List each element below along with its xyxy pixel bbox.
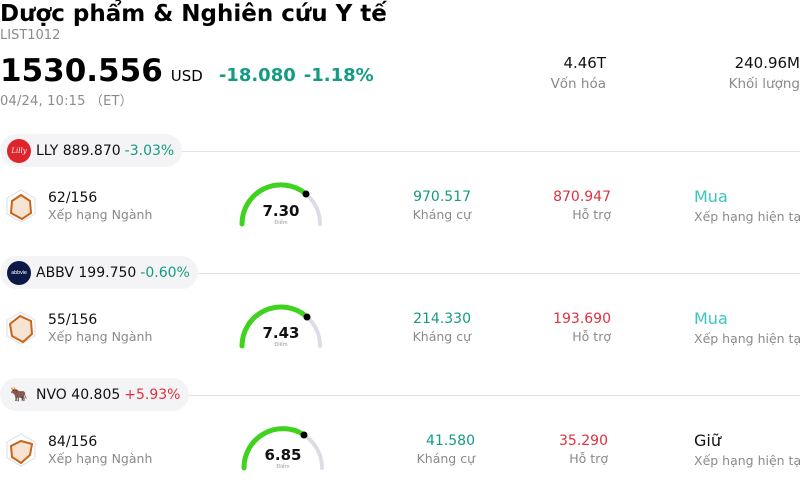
section-divider bbox=[187, 395, 800, 396]
volume-value: 240.96M bbox=[734, 54, 800, 72]
rating-label: Xếp hạng hiện tại bbox=[694, 453, 800, 468]
rating-label: Xếp hạng hiện tại bbox=[694, 331, 800, 346]
score-label: Điểm bbox=[274, 220, 288, 226]
stock-symbol: NVO bbox=[36, 386, 67, 403]
market-cap-label: Vốn hóa bbox=[550, 76, 606, 92]
industry-rank: 84/156 Xếp hạng Ngành bbox=[48, 433, 152, 467]
stock-change-pct: -0.60% bbox=[140, 264, 190, 281]
stock-change-pct: -3.03% bbox=[124, 142, 175, 159]
timestamp: 04/24, 10:15 （ET） bbox=[0, 94, 133, 109]
gauge-arc-icon bbox=[239, 304, 322, 349]
support-label: Hỗ trợ bbox=[572, 207, 611, 222]
rating-value: Mua bbox=[694, 309, 728, 328]
rating-value: Giữ bbox=[694, 431, 721, 450]
support: 193.690 Hỗ trợ bbox=[553, 310, 611, 346]
score-label: Điểm bbox=[274, 342, 288, 348]
resistance-label: Kháng cự bbox=[412, 207, 471, 222]
score-value: 7.30 bbox=[262, 202, 300, 220]
industry-rank-label: Xếp hạng Ngành bbox=[48, 329, 153, 344]
resistance-value: 41.580 bbox=[426, 433, 475, 449]
support-value: 870.947 bbox=[553, 189, 611, 205]
stock-chip-abbv[interactable]: abbvie ABBV 199.750 -0.60% bbox=[0, 256, 198, 289]
lilly-logo-icon: Lilly bbox=[7, 138, 31, 163]
score-gauge: 6.85 Điểm bbox=[238, 424, 328, 474]
novo-bull-logo-icon: 🐂 bbox=[10, 386, 28, 403]
score-value: 6.85 bbox=[264, 446, 302, 464]
currency: USD bbox=[170, 67, 203, 85]
score-gauge: 7.43 Điểm bbox=[236, 302, 326, 352]
score-value: 7.43 bbox=[262, 324, 300, 342]
score-label: Điểm bbox=[276, 464, 290, 470]
resistance-label: Kháng cự bbox=[416, 451, 475, 466]
index-price: 1530.556 bbox=[0, 53, 163, 89]
gauge-arc-icon bbox=[239, 182, 322, 227]
resistance-label: Kháng cự bbox=[412, 329, 471, 344]
section-divider bbox=[170, 151, 800, 152]
price-change: -18.080 bbox=[218, 65, 296, 86]
industry-rank-label: Xếp hạng Ngành bbox=[48, 451, 153, 466]
page-title: Dược phẩm & Nghiên cứu Y tế bbox=[0, 1, 387, 27]
volume-stat: 240.96M Khối lượng bbox=[729, 53, 800, 95]
list-code: LIST1012 bbox=[0, 28, 61, 43]
resistance: 970.517 Kháng cự bbox=[413, 188, 471, 224]
stock-section-lly: Lilly LLY 889.870 -3.03% 62/156 Xếp hạng… bbox=[0, 134, 800, 254]
resistance: 41.580 Kháng cự bbox=[417, 432, 475, 468]
industry-rank-label: Xếp hạng Ngành bbox=[48, 207, 153, 222]
radar-chart-icon bbox=[6, 189, 36, 223]
rating-label: Xếp hạng hiện tại bbox=[694, 209, 800, 224]
resistance-value: 214.330 bbox=[413, 311, 471, 327]
industry-rank: 62/156 Xếp hạng Ngành bbox=[48, 189, 152, 223]
industry-rank-value: 62/156 bbox=[48, 190, 98, 206]
current-rating: Mua Xếp hạng hiện tại bbox=[694, 186, 800, 226]
resistance: 214.330 Kháng cự bbox=[413, 310, 471, 346]
stock-symbol: ABBV bbox=[36, 264, 74, 281]
volume-label: Khối lượng bbox=[728, 76, 800, 92]
industry-rank-value: 84/156 bbox=[48, 434, 98, 450]
industry-rank: 55/156 Xếp hạng Ngành bbox=[48, 311, 152, 345]
score-gauge: 7.30 Điểm bbox=[236, 180, 326, 230]
gauge-arc-icon bbox=[241, 426, 324, 471]
market-cap-value: 4.46T bbox=[563, 54, 606, 72]
support-label: Hỗ trợ bbox=[572, 329, 611, 344]
stock-section-nvo: 🐂 NVO 40.805 +5.93% 84/156 Xếp hạng Ngàn… bbox=[0, 378, 800, 488]
support: 870.947 Hỗ trợ bbox=[553, 188, 611, 224]
support-label: Hỗ trợ bbox=[569, 451, 608, 466]
stock-chip-nvo[interactable]: 🐂 NVO 40.805 +5.93% bbox=[0, 378, 189, 411]
stock-section-abbv: abbvie ABBV 199.750 -0.60% 55/156 Xếp hạ… bbox=[0, 256, 800, 376]
resistance-value: 970.517 bbox=[413, 189, 471, 205]
stock-symbol: LLY bbox=[36, 142, 59, 159]
price-row: 1530.556 USD -18.080 -1.18% bbox=[0, 51, 374, 91]
market-cap-stat: 4.46T Vốn hóa bbox=[551, 53, 606, 95]
stock-chip-lly[interactable]: Lilly LLY 889.870 -3.03% bbox=[0, 134, 183, 167]
support: 35.290 Hỗ trợ bbox=[559, 432, 608, 468]
stock-change-pct: +5.93% bbox=[124, 386, 181, 403]
radar-chart-icon bbox=[6, 433, 36, 467]
stock-price: 40.805 bbox=[71, 386, 121, 403]
support-value: 35.290 bbox=[559, 433, 608, 449]
industry-rank-value: 55/156 bbox=[48, 312, 98, 328]
support-value: 193.690 bbox=[553, 311, 611, 327]
section-divider bbox=[196, 273, 800, 274]
abbvie-logo-icon: abbvie bbox=[7, 260, 31, 285]
price-change-pct: -1.18% bbox=[303, 65, 374, 86]
current-rating: Mua Xếp hạng hiện tại bbox=[694, 308, 800, 348]
stock-price: 889.870 bbox=[62, 142, 121, 159]
stock-price: 199.750 bbox=[78, 264, 137, 281]
radar-chart-icon bbox=[6, 311, 36, 345]
rating-value: Mua bbox=[694, 187, 728, 206]
current-rating: Giữ Xếp hạng hiện tại bbox=[694, 430, 800, 470]
